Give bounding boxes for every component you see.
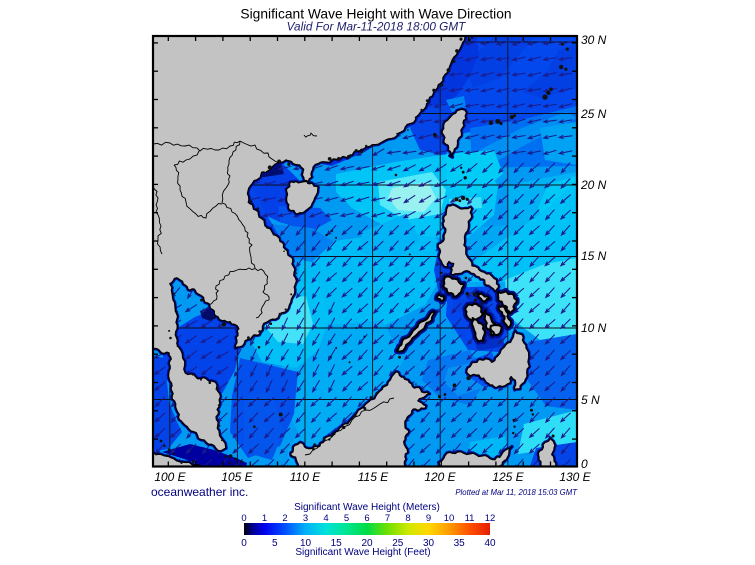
svg-text:8: 8: [405, 513, 410, 524]
svg-text:115 E: 115 E: [358, 470, 389, 484]
svg-text:40: 40: [484, 538, 496, 549]
svg-text:7: 7: [385, 513, 390, 524]
svg-text:15 N: 15 N: [581, 249, 607, 263]
svg-text:30 N: 30 N: [581, 33, 607, 47]
svg-text:20 N: 20 N: [580, 178, 607, 192]
svg-text:9: 9: [426, 513, 431, 524]
svg-text:0: 0: [581, 457, 588, 471]
svg-text:Plotted at Mar 11, 2018 15:03: Plotted at Mar 11, 2018 15:03 GMT: [455, 488, 578, 497]
svg-text:120 E: 120 E: [424, 470, 456, 484]
svg-text:25: 25: [392, 538, 404, 549]
svg-text:25 N: 25 N: [580, 107, 607, 121]
svg-text:10 N: 10 N: [581, 321, 607, 335]
svg-text:100 E: 100 E: [154, 470, 186, 484]
svg-text:30: 30: [423, 538, 435, 549]
svg-text:4: 4: [323, 513, 328, 524]
svg-text:12: 12: [485, 513, 496, 524]
svg-text:0: 0: [241, 538, 247, 549]
svg-text:35: 35: [454, 538, 466, 549]
svg-text:11: 11: [465, 513, 475, 524]
svg-text:Significant Wave Height (Feet): Significant Wave Height (Feet): [295, 547, 430, 558]
svg-text:5: 5: [272, 538, 278, 549]
svg-text:10: 10: [444, 513, 455, 524]
svg-text:5 N: 5 N: [581, 393, 600, 407]
svg-text:2: 2: [282, 513, 287, 524]
svg-text:Significant Wave Height with W: Significant Wave Height with Wave Direct…: [240, 7, 511, 22]
svg-text:0: 0: [241, 513, 246, 524]
svg-text:5: 5: [344, 513, 349, 524]
svg-text:Valid For Mar-11-2018 18:00 GM: Valid For Mar-11-2018 18:00 GMT: [287, 20, 467, 34]
svg-text:105 E: 105 E: [221, 470, 253, 484]
svg-text:15: 15: [331, 538, 343, 549]
svg-text:oceanweather inc.: oceanweather inc.: [151, 485, 248, 499]
svg-text:10: 10: [300, 538, 312, 549]
svg-text:20: 20: [361, 538, 373, 549]
svg-text:125 E: 125 E: [492, 470, 524, 484]
svg-text:110 E: 110 E: [290, 470, 321, 484]
svg-text:3: 3: [303, 513, 308, 524]
svg-text:Significant Wave Height (Meter: Significant Wave Height (Meters): [294, 502, 440, 513]
svg-text:1: 1: [262, 513, 267, 524]
svg-text:6: 6: [364, 513, 369, 524]
svg-text:130 E: 130 E: [559, 470, 591, 484]
